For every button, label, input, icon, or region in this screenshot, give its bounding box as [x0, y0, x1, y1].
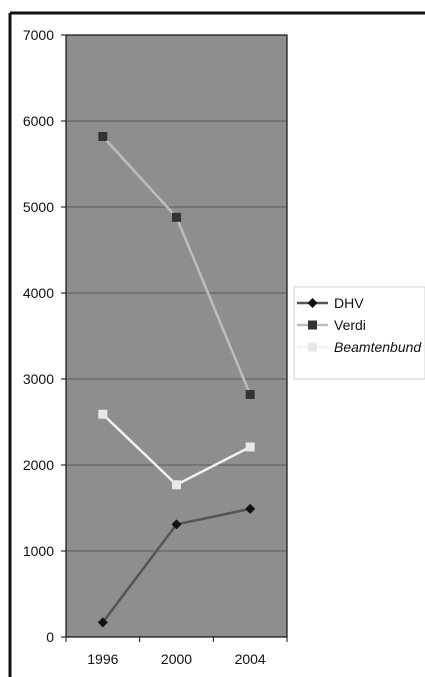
- legend-label-verdi: Verdi: [334, 317, 366, 333]
- data-point-verdi: [245, 389, 255, 399]
- y-tick-label: 1000: [23, 543, 54, 559]
- plot-background: [66, 35, 287, 637]
- data-point-verdi: [98, 131, 108, 141]
- x-tick-label: 2000: [161, 651, 192, 667]
- legend-marker-beamtenbund: [308, 342, 317, 352]
- legend-item-dhv: DHV: [297, 295, 364, 311]
- plot-area: [65, 34, 288, 638]
- data-point-beamtenbund: [245, 442, 255, 452]
- legend-item-verdi: Verdi: [297, 317, 366, 333]
- x-tick-label: 1996: [87, 651, 118, 667]
- x-tick-label: 2004: [235, 651, 266, 667]
- data-point-beamtenbund: [98, 409, 108, 419]
- y-tick-label: 2000: [23, 457, 54, 473]
- data-point-dhv: [97, 617, 108, 628]
- y-tick-label: 4000: [23, 285, 54, 301]
- legend-marker-dhv: [307, 298, 318, 308]
- legend-item-beamtenbund: Beamtenbund: [297, 339, 422, 355]
- data-point-dhv: [245, 503, 256, 514]
- y-axis: 0 1000 2000 3000 4000 5000 6000 7000: [23, 27, 66, 645]
- legend: DHV Verdi Beamtenbund: [293, 286, 425, 380]
- series-group: [97, 131, 256, 628]
- y-tick-label: 7000: [23, 27, 54, 43]
- legend-label-dhv: DHV: [334, 295, 364, 311]
- y-tick-label: 5000: [23, 199, 54, 215]
- legend-marker-verdi: [308, 320, 317, 330]
- x-axis: 1996 2000 2004: [65, 637, 288, 667]
- series-dhv: [97, 503, 256, 628]
- y-tick-label: 6000: [23, 113, 54, 129]
- y-tick-label: 3000: [23, 371, 54, 387]
- y-tick-label: 0: [46, 629, 54, 645]
- data-point-dhv: [171, 519, 182, 530]
- data-point-verdi: [172, 212, 181, 222]
- plot-frame: [65, 34, 288, 638]
- data-point-beamtenbund: [172, 480, 181, 490]
- series-verdi: [98, 131, 255, 399]
- series-beamtenbund: [98, 409, 255, 490]
- legend-label-beamtenbund: Beamtenbund: [334, 339, 422, 355]
